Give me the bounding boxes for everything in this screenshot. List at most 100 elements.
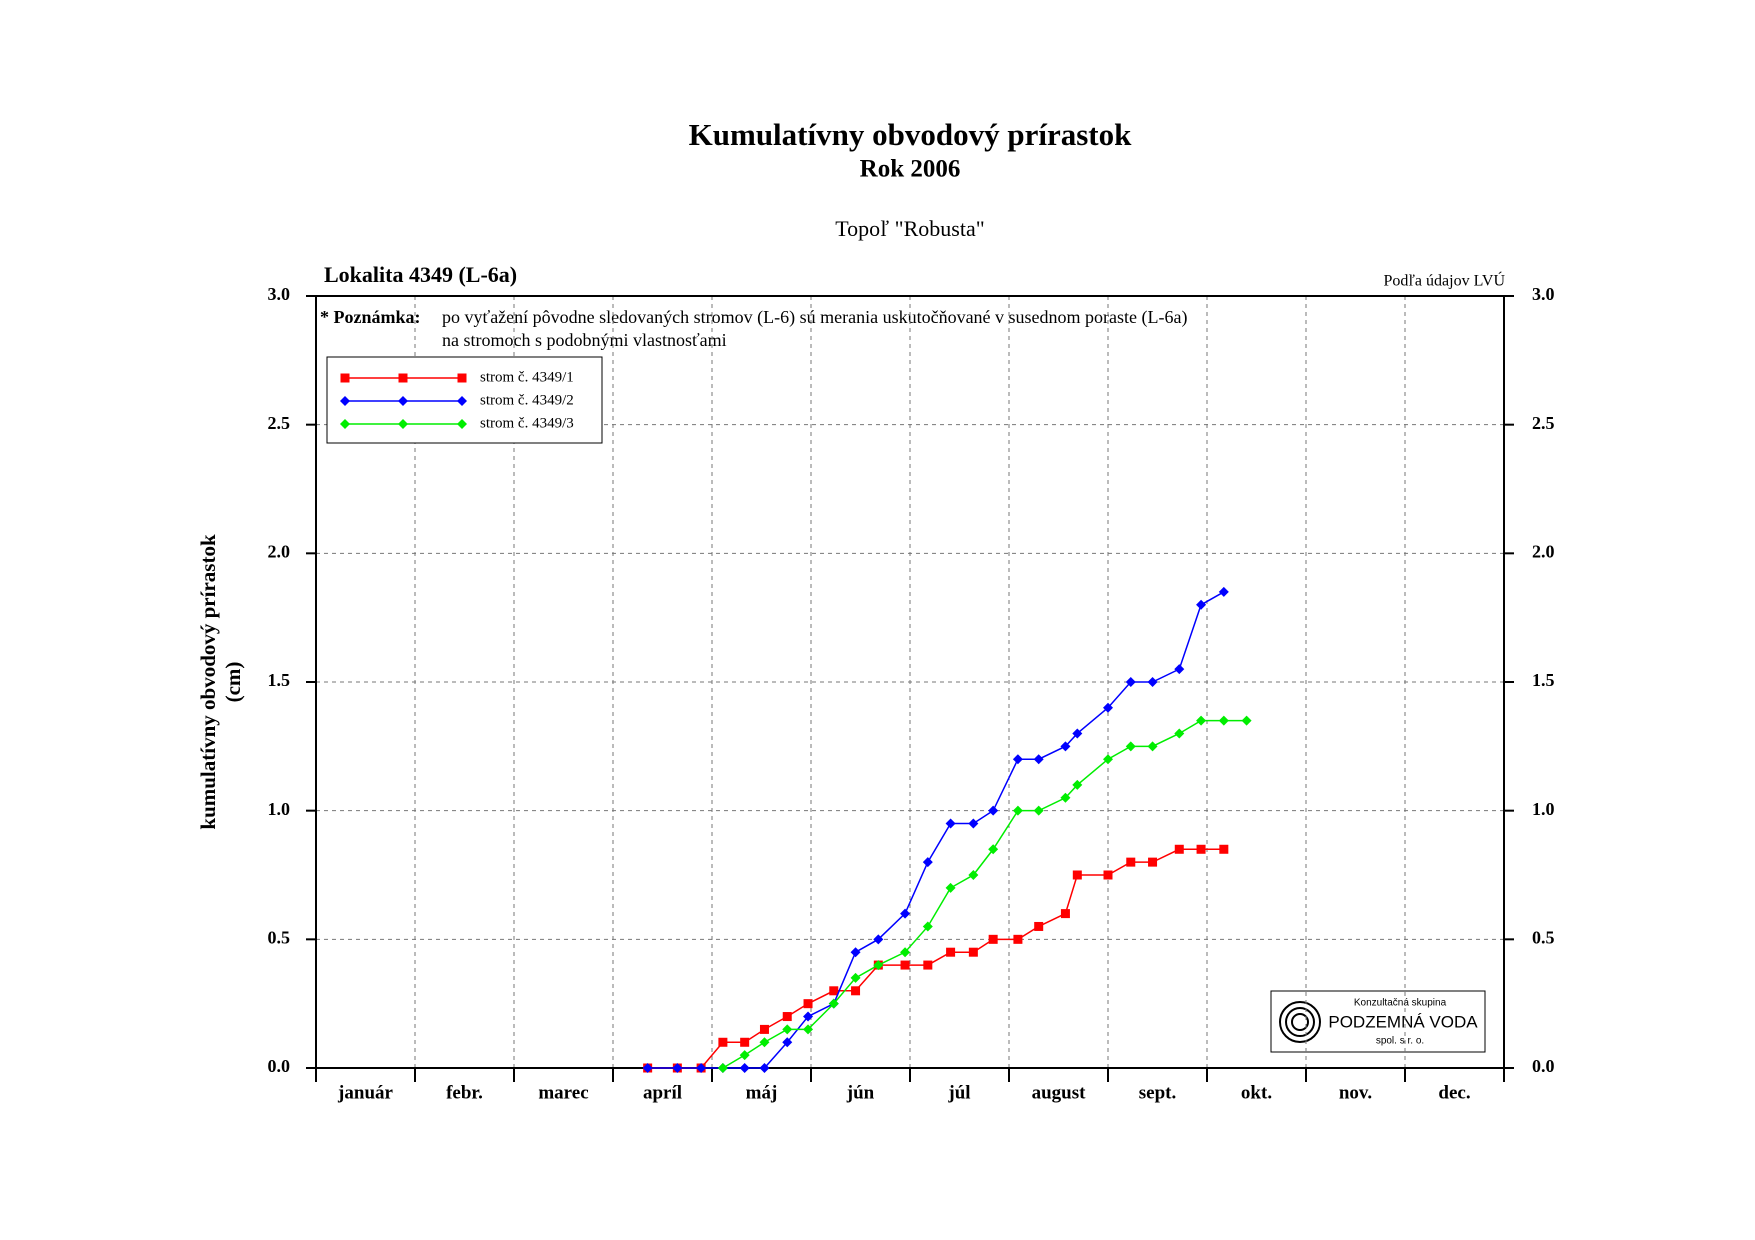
data-point	[340, 419, 350, 429]
data-point	[457, 419, 467, 429]
data-point	[340, 373, 350, 383]
data-point	[968, 870, 979, 880]
series-line	[647, 848, 1224, 1069]
data-point	[457, 396, 467, 406]
data-point	[968, 947, 978, 957]
data-point	[1060, 909, 1070, 919]
x-tick-label: nov.	[1339, 1082, 1372, 1103]
data-point	[398, 419, 408, 429]
data-point	[803, 999, 813, 1009]
data-point	[1072, 728, 1083, 739]
data-point	[945, 882, 956, 893]
data-point	[642, 1063, 653, 1073]
chart-subtitle: Rok 2006	[860, 156, 961, 183]
data-point	[1103, 754, 1113, 765]
data-point	[922, 921, 933, 932]
data-point	[1218, 586, 1229, 597]
data-point	[1218, 715, 1229, 726]
logo-text: PODZEMNÁ VODA	[1328, 1012, 1478, 1031]
x-tick-label: marec	[538, 1082, 588, 1103]
data-point	[900, 960, 910, 970]
legend-label: strom č. 4349/3	[480, 415, 574, 431]
data-point	[803, 1011, 814, 1022]
data-point	[717, 1063, 728, 1073]
data-point	[672, 1063, 683, 1073]
y-tick-label: 0.5	[268, 927, 291, 947]
y-tick-label: 0.5	[1532, 927, 1555, 947]
data-point	[759, 1024, 769, 1034]
data-point	[759, 1037, 770, 1048]
source-label: Podľa údajov LVÚ	[1384, 271, 1506, 290]
data-point	[340, 396, 350, 406]
data-point	[803, 1024, 814, 1035]
data-point	[1147, 741, 1158, 752]
data-point	[1012, 754, 1023, 765]
legend-label: strom č. 4349/1	[480, 369, 574, 385]
data-point	[968, 818, 979, 829]
data-point	[1033, 754, 1044, 765]
data-point	[1125, 677, 1136, 687]
data-point	[1013, 934, 1023, 944]
y-axis-label: kumulatívny obvodový prírastok	[196, 534, 220, 830]
data-point	[398, 396, 408, 406]
x-tick-label: sept.	[1139, 1082, 1176, 1103]
data-point	[1125, 741, 1136, 752]
data-point	[850, 947, 861, 958]
x-tick-label: máj	[746, 1082, 778, 1103]
logo-text: spol. s r. o.	[1376, 1036, 1424, 1047]
chart-title: Kumulatívny obvodový prírastok	[689, 117, 1132, 152]
data-point	[398, 373, 408, 383]
chart-subtitle: Topoľ "Robusta"	[835, 216, 984, 241]
y-tick-label: 1.5	[1532, 670, 1555, 690]
x-tick-label: dec.	[1438, 1082, 1470, 1103]
x-tick-label: okt.	[1241, 1082, 1272, 1103]
data-point	[782, 1024, 793, 1035]
x-tick-label: august	[1032, 1082, 1087, 1103]
y-tick-label: 1.5	[268, 670, 291, 690]
data-point	[1060, 792, 1071, 803]
data-point	[1196, 844, 1206, 854]
data-point	[851, 986, 861, 996]
data-point	[1174, 844, 1184, 854]
y-tick-label: 2.5	[268, 413, 291, 433]
y-tick-label: 2.0	[268, 541, 291, 561]
data-point	[1103, 702, 1113, 713]
series-line	[647, 591, 1225, 1069]
data-point	[1034, 921, 1044, 931]
note-text: na stromoch s podobnými vlastnosťami	[442, 330, 727, 350]
data-point	[988, 844, 999, 855]
data-point	[829, 986, 839, 996]
y-tick-label: 3.0	[1532, 284, 1555, 304]
data-point	[1103, 870, 1113, 880]
data-point	[850, 972, 861, 983]
data-point	[457, 373, 467, 383]
data-point	[1174, 728, 1185, 739]
logo-text: Konzultačná skupina	[1354, 998, 1447, 1009]
data-point	[900, 908, 911, 919]
data-point	[828, 998, 839, 1009]
data-point	[922, 857, 933, 868]
data-point	[873, 960, 884, 971]
x-tick-label: febr.	[446, 1082, 483, 1103]
data-point	[1072, 870, 1082, 880]
data-point	[782, 1037, 793, 1048]
data-point	[1219, 844, 1229, 854]
legend: strom č. 4349/1 strom č. 4349/2 strom č. 4…	[326, 356, 603, 444]
x-tick-label: júl	[947, 1082, 970, 1103]
series	[717, 715, 1252, 1073]
data-point	[946, 947, 956, 957]
data-point	[1241, 715, 1252, 726]
series-line	[722, 719, 1247, 1069]
logo: Konzultačná skupina PODZEMNÁ VODA spol. …	[1270, 990, 1486, 1053]
data-point	[923, 960, 933, 970]
data-point	[945, 818, 956, 829]
data-point	[1196, 715, 1207, 726]
data-point	[1196, 599, 1207, 610]
data-point	[740, 1037, 750, 1047]
y-axis-label: (cm)	[221, 662, 245, 703]
note-text: po vyťažení pôvodne sledovaných stromov …	[442, 307, 1188, 328]
logo-icon	[1279, 1001, 1321, 1043]
data-point	[782, 1012, 792, 1022]
y-tick-label: 1.0	[268, 799, 291, 819]
